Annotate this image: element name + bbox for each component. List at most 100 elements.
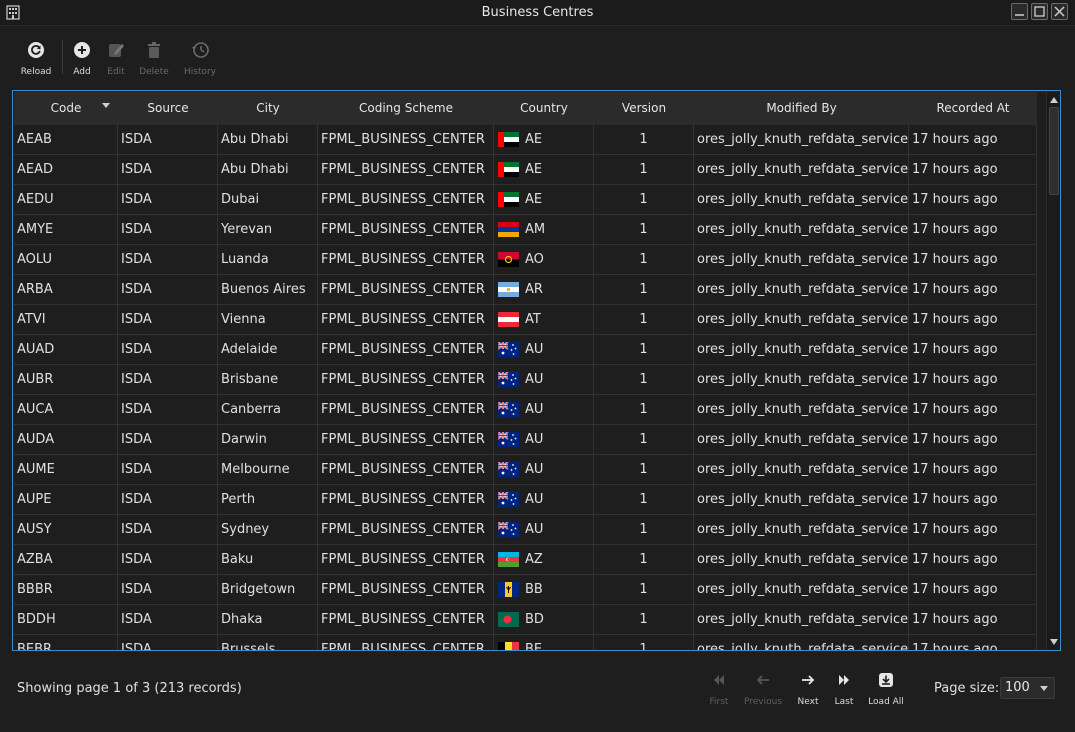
header-code[interactable]: Code	[14, 92, 118, 125]
edit-label: Edit	[107, 67, 125, 77]
first-page-button[interactable]: First	[706, 668, 732, 708]
last-page-button[interactable]: Last	[832, 668, 856, 708]
cell-source: ISDA	[118, 335, 218, 365]
cell-source: ISDA	[118, 155, 218, 185]
minimize-button[interactable]	[1011, 3, 1028, 20]
history-icon	[192, 42, 209, 58]
table-row[interactable]: AUCA ISDA Canberra FPML_BUSINESS_CENTER AU 1 o…	[14, 395, 1037, 425]
cell-recorded-at: 17 hours ago	[909, 305, 1037, 335]
download-icon	[879, 673, 893, 687]
cell-source: ISDA	[118, 575, 218, 605]
cell-recorded-at: 17 hours ago	[909, 575, 1037, 605]
flag-bd-icon	[498, 612, 519, 627]
cell-modified-by: ores_jolly_knuth_refdata_service	[694, 515, 909, 545]
history-button[interactable]: History	[178, 38, 222, 78]
header-country[interactable]: Country	[520, 101, 568, 115]
arrow-left-icon	[756, 675, 769, 685]
edit-button[interactable]: Edit	[94, 38, 138, 78]
cell-recorded-at: 17 hours ago	[909, 125, 1037, 155]
cell-source: ISDA	[118, 395, 218, 425]
cell-recorded-at: 17 hours ago	[909, 275, 1037, 305]
cell-country: AE	[494, 155, 594, 185]
country-code: BE	[525, 642, 543, 650]
table-row[interactable]: AUSY ISDA Sydney FPML_BUSINESS_CENTER AU 1 ore…	[14, 515, 1037, 545]
header-modified-by[interactable]: Modified By	[766, 101, 837, 115]
cell-recorded-at: 17 hours ago	[909, 605, 1037, 635]
flag-at-icon	[498, 312, 519, 327]
cell-country: AE	[494, 125, 594, 155]
reload-button[interactable]: Reload	[14, 38, 58, 78]
cell-coding-scheme: FPML_BUSINESS_CENTER	[318, 305, 494, 335]
next-page-button[interactable]: Next	[794, 668, 822, 708]
page-status: Showing page 1 of 3 (213 records)	[17, 681, 242, 696]
country-code: AO	[525, 252, 544, 267]
cell-modified-by: ores_jolly_knuth_refdata_service	[694, 155, 909, 185]
page-size-label: Page size:	[934, 681, 1000, 696]
previous-page-button[interactable]: Previous	[742, 668, 784, 708]
cell-recorded-at: 17 hours ago	[909, 635, 1037, 650]
vertical-scrollbar[interactable]	[1046, 92, 1060, 650]
table-row[interactable]: AUDA ISDA Darwin FPML_BUSINESS_CENTER AU 1 ore…	[14, 425, 1037, 455]
page-size-value: 100	[1005, 680, 1030, 695]
delete-button[interactable]: Delete	[132, 38, 176, 78]
reload-label: Reload	[20, 67, 52, 77]
cell-city: Canberra	[218, 395, 318, 425]
header-source[interactable]: Source	[147, 101, 189, 115]
table-row[interactable]: BBBR ISDA Bridgetown FPML_BUSINESS_CENTER BB…	[14, 575, 1037, 605]
table-row[interactable]: ATVI ISDA Vienna FPML_BUSINESS_CENTER AT 1 ore…	[14, 305, 1037, 335]
title-bar: Business Centres	[0, 0, 1075, 26]
cell-coding-scheme: FPML_BUSINESS_CENTER	[318, 215, 494, 245]
cell-country: AU	[494, 335, 594, 365]
table-row[interactable]: AEAD ISDA Abu Dhabi FPML_BUSINESS_CENTER AE 1…	[14, 155, 1037, 185]
cell-coding-scheme: FPML_BUSINESS_CENTER	[318, 365, 494, 395]
table-row[interactable]: AEAB ISDA Abu Dhabi FPML_BUSINESS_CENTER AE 1…	[14, 125, 1037, 155]
flag-au-icon	[498, 432, 519, 447]
cell-version: 1	[594, 155, 694, 185]
cell-source: ISDA	[118, 305, 218, 335]
header-recorded-at[interactable]: Recorded At	[936, 101, 1010, 115]
table-row[interactable]: AUPE ISDA Perth FPML_BUSINESS_CENTER AU 1 ores…	[14, 485, 1037, 515]
close-button[interactable]	[1051, 3, 1068, 20]
scroll-thumb[interactable]	[1049, 107, 1059, 195]
table-row[interactable]: AUME ISDA Melbourne FPML_BUSINESS_CENTER AU 1…	[14, 455, 1037, 485]
scroll-up-icon[interactable]	[1049, 95, 1059, 105]
table-row[interactable]: ARBA ISDA Buenos Aires FPML_BUSINESS_CENTER…	[14, 275, 1037, 305]
toolbar-separator	[62, 40, 63, 74]
cell-city: Dhaka	[218, 605, 318, 635]
cell-code: AEAB	[14, 125, 118, 155]
cell-modified-by: ores_jolly_knuth_refdata_service	[694, 185, 909, 215]
cell-city: Yerevan	[218, 215, 318, 245]
table-row[interactable]: BDDH ISDA Dhaka FPML_BUSINESS_CENTER BD 1 ores…	[14, 605, 1037, 635]
table-row[interactable]: BEBR ISDA Brussels FPML_BUSINESS_CENTER BE 1 o…	[14, 635, 1037, 650]
header-version[interactable]: Version	[621, 101, 667, 115]
cell-modified-by: ores_jolly_knuth_refdata_service	[694, 245, 909, 275]
cell-country: BD	[494, 605, 594, 635]
table-row[interactable]: AMYE ISDA Yerevan FPML_BUSINESS_CENTER AM 1 or…	[14, 215, 1037, 245]
table-row[interactable]: AZBA ISDA Baku FPML_BUSINESS_CENTER AZ 1 ores_…	[14, 545, 1037, 575]
table-row[interactable]: AUBR ISDA Brisbane FPML_BUSINESS_CENTER AU 1 o…	[14, 365, 1037, 395]
table-row[interactable]: AOLU ISDA Luanda FPML_BUSINESS_CENTER AO 1 ore…	[14, 245, 1037, 275]
cell-recorded-at: 17 hours ago	[909, 485, 1037, 515]
add-button[interactable]: Add	[60, 38, 104, 78]
cell-country: AR	[494, 275, 594, 305]
header-coding-scheme[interactable]: Coding Scheme	[359, 101, 453, 115]
maximize-button[interactable]	[1031, 3, 1048, 20]
business-centres-table[interactable]: Code Source City Coding Scheme Country V…	[12, 90, 1061, 651]
cell-code: AUSY	[14, 515, 118, 545]
cell-recorded-at: 17 hours ago	[909, 365, 1037, 395]
cell-country: AU	[494, 515, 594, 545]
page-size-select[interactable]: 100	[1000, 677, 1055, 699]
load-all-button[interactable]: Load All	[866, 668, 906, 708]
cell-source: ISDA	[118, 275, 218, 305]
table-row[interactable]: AEDU ISDA Dubai FPML_BUSINESS_CENTER AE 1 ores…	[14, 185, 1037, 215]
cell-version: 1	[594, 425, 694, 455]
country-code: AZ	[525, 552, 543, 567]
cell-country: AE	[494, 185, 594, 215]
window-title: Business Centres	[481, 5, 594, 20]
header-city[interactable]: City	[256, 101, 280, 115]
cell-country: AM	[494, 215, 594, 245]
cell-coding-scheme: FPML_BUSINESS_CENTER	[318, 395, 494, 425]
scroll-down-icon[interactable]	[1049, 637, 1059, 647]
cell-code: AOLU	[14, 245, 118, 275]
table-row[interactable]: AUAD ISDA Adelaide FPML_BUSINESS_CENTER AU 1 o…	[14, 335, 1037, 365]
